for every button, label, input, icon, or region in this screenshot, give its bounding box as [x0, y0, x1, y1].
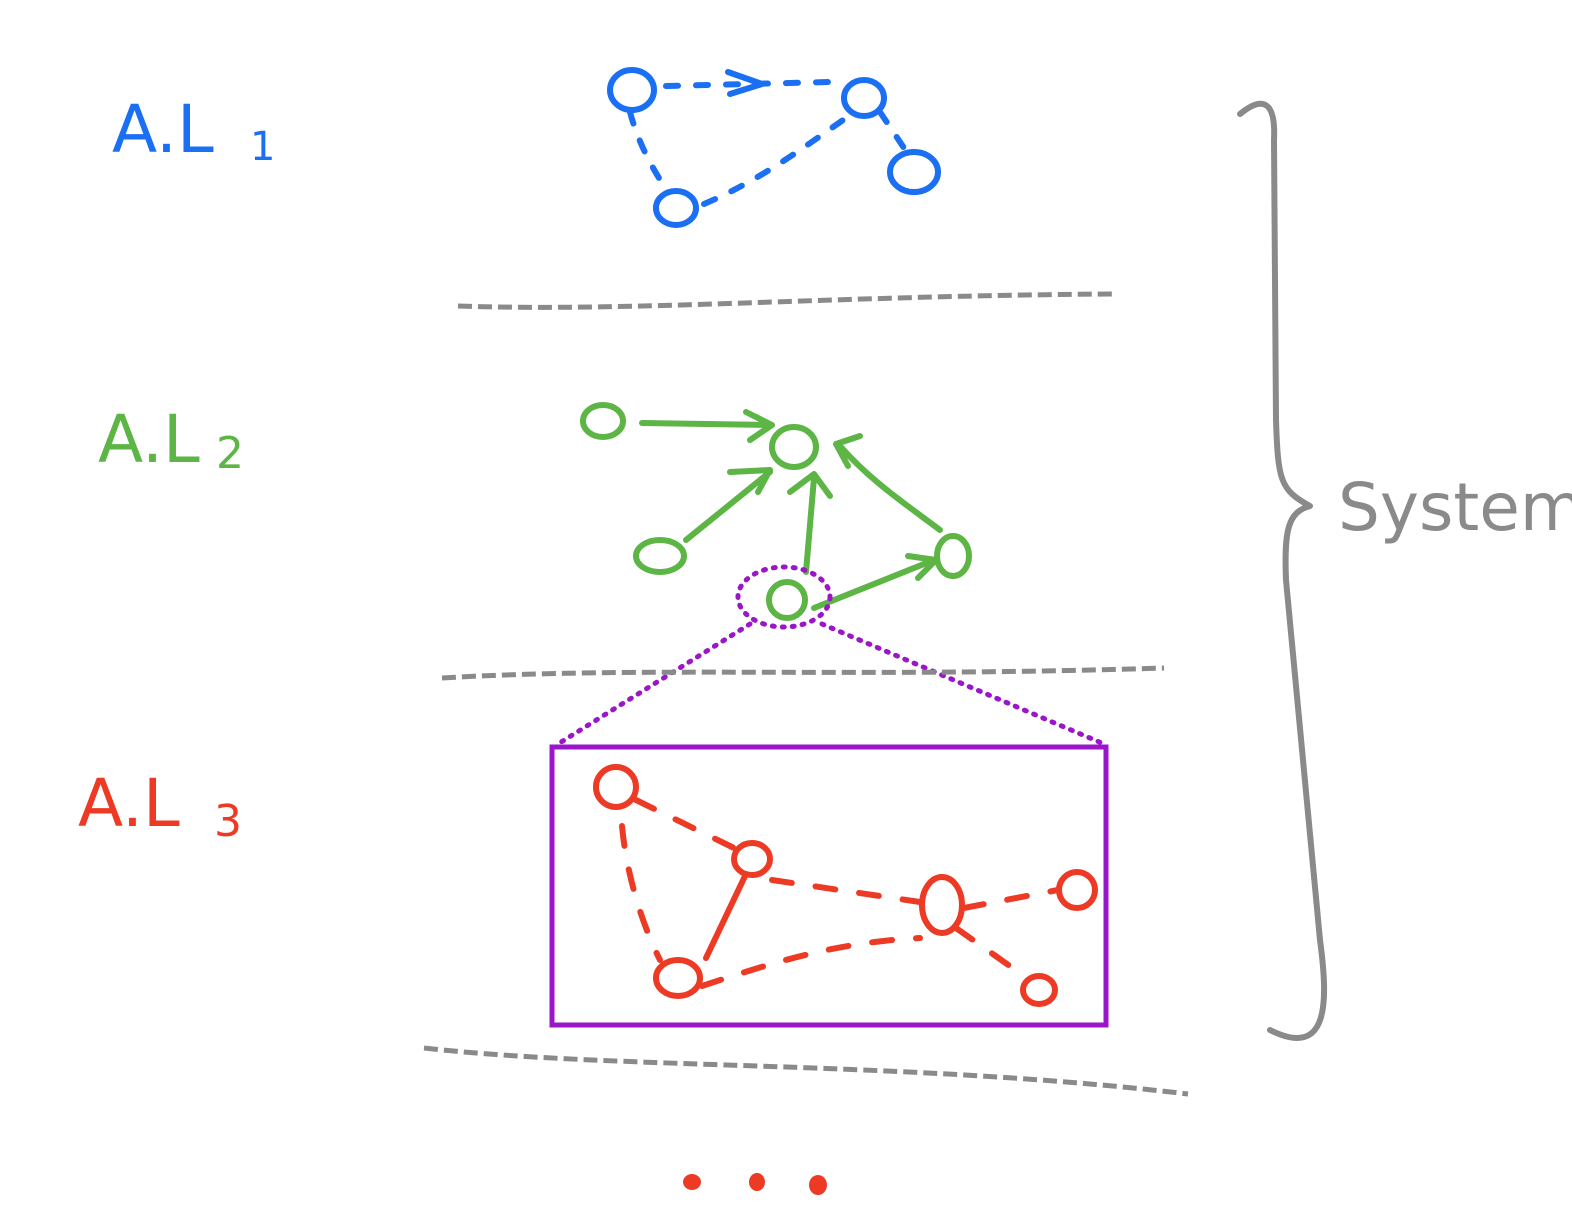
system-label: System: [1338, 469, 1572, 546]
continuation-ellipsis: [683, 1173, 827, 1195]
level-1-label-main: A.L: [112, 91, 214, 168]
level-3-node: [593, 764, 639, 810]
continuation-dot: [683, 1174, 701, 1190]
level-2-node-hub: [769, 424, 819, 470]
level-1-node: [887, 149, 941, 195]
zoom-box: [549, 744, 1109, 1028]
level-1-edge: [627, 79, 907, 207]
level-3-node: [1020, 973, 1058, 1007]
zoom-indicator: [555, 564, 1107, 747]
level-2-arrowhead: [787, 471, 833, 499]
level-2-label: A.L 2: [98, 401, 244, 479]
level-2-edge: [803, 475, 817, 575]
level-3-node: [731, 840, 773, 878]
zoom-line-right: [819, 621, 1107, 747]
level-2-arrowhead: [727, 467, 773, 495]
level-3-label: A.L 3: [78, 765, 242, 847]
level-3-label-main: A.L: [78, 765, 180, 842]
level-2-arrowhead: [905, 553, 939, 581]
system-brace: [1237, 100, 1328, 1041]
level-1-node: [653, 188, 699, 228]
zoom-line-left: [555, 621, 753, 747]
level-2-edge: [811, 557, 937, 611]
level-3-network: [593, 764, 1098, 1007]
zoom-circle: [735, 564, 833, 630]
level-1-node: [607, 67, 657, 113]
level-divider-2: [441, 665, 1165, 681]
level-2-label-sub: 2: [216, 428, 244, 479]
level-2-arrowhead: [743, 409, 775, 443]
level-divider-1: [457, 291, 1113, 310]
level-1-arrowhead: [725, 69, 772, 97]
level-2-node: [633, 537, 687, 575]
level-1-label-sub: 1: [250, 124, 275, 170]
level-2-edge: [639, 420, 771, 428]
level-3-node: [653, 957, 703, 999]
level-1-node: [841, 77, 887, 119]
level-2-edge: [683, 469, 773, 543]
continuation-dot: [809, 1175, 827, 1195]
level-1-label: A.L 1: [112, 91, 275, 170]
level-2-node: [934, 533, 972, 579]
level-2-node-zoomed: [766, 579, 808, 621]
continuation-dot: [749, 1173, 765, 1191]
level-3-node: [919, 874, 965, 936]
level-divider-3: [423, 1045, 1189, 1097]
level-3-node: [1056, 869, 1098, 911]
level-1-network: [607, 67, 941, 228]
level-2-node: [580, 402, 626, 440]
level-2-network: [580, 402, 972, 621]
level-2-arrowhead: [833, 433, 863, 469]
level-3-label-sub: 3: [214, 796, 242, 847]
level-3-edge-solid: [703, 871, 749, 961]
level-2-edge: [837, 443, 943, 533]
level-3-edge: [619, 797, 1061, 989]
level-2-label-main: A.L: [98, 401, 200, 478]
